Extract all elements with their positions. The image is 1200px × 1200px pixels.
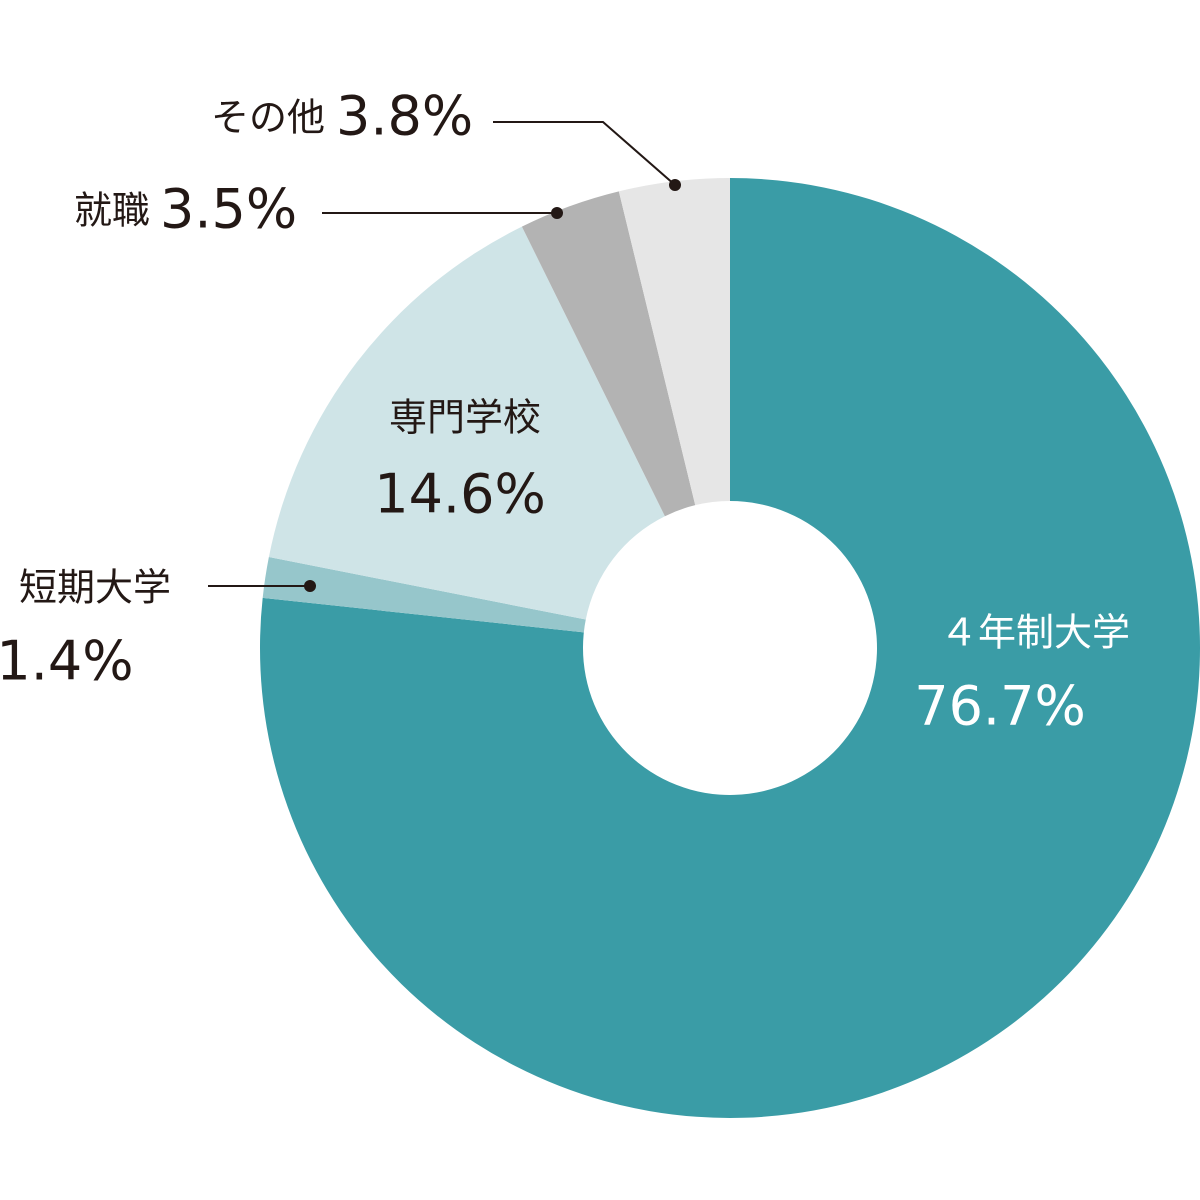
donut-slice [268,226,665,620]
leader-line [493,121,676,186]
donut-slice [262,557,586,633]
leader-dot [669,179,681,191]
value-label: 3.5% [160,178,297,241]
category-label: 就職 [74,189,150,233]
donut-slice [260,178,1200,1118]
value-label: 3.8% [336,85,473,148]
category-label: 専門学校 [389,396,541,440]
category-label: その他 [211,96,325,140]
category-label: ４年制大学 [940,611,1130,655]
leader-dot [551,207,563,219]
value-label: 76.7% [914,675,1086,738]
category-label: 短期大学 [19,566,171,610]
leader-dot [304,580,316,592]
donut-slice [521,191,696,517]
value-label: 14.6% [374,463,546,526]
value-label: 1.4% [0,630,134,693]
donut-slice [618,178,730,506]
